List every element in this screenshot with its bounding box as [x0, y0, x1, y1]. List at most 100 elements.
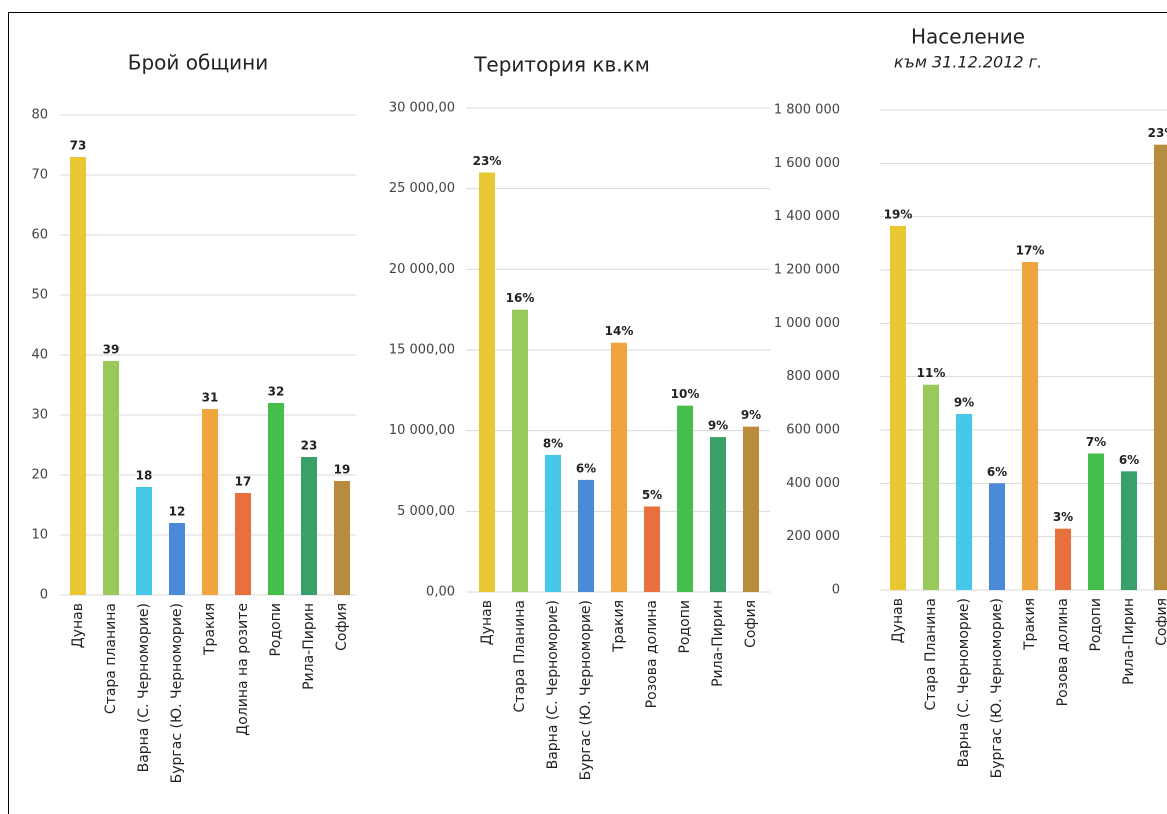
y-tick-label: 0: [40, 588, 48, 603]
y-tick-label: 400 000: [786, 476, 840, 491]
y-tick-label: 1 000 000: [774, 316, 840, 331]
y-tick-label: 25 000,00: [389, 181, 455, 196]
data-label: 8%: [543, 436, 563, 450]
y-tick-label: 30: [31, 408, 48, 423]
bar: [202, 409, 218, 595]
x-tick-label: Стара Планина: [923, 598, 939, 710]
data-label: 73: [70, 139, 87, 153]
y-tick-label: 15 000,00: [389, 343, 455, 358]
data-label: 14%: [605, 324, 634, 338]
data-label: 5%: [642, 488, 662, 502]
bar: [710, 437, 726, 592]
x-tick-label: София: [334, 603, 350, 651]
x-tick-label: Розова долина: [644, 600, 660, 708]
chart-title: Население: [911, 25, 1025, 49]
y-tick-label: 200 000: [786, 529, 840, 544]
y-tick-label: 80: [31, 108, 48, 123]
y-tick-label: 70: [31, 168, 48, 183]
x-tick-label: Варна (С. Черноморие): [545, 600, 561, 769]
x-tick-label: Варна (С. Черноморие): [136, 603, 152, 772]
data-label: 23%: [473, 154, 502, 168]
bar: [1154, 144, 1167, 590]
data-label: 6%: [987, 465, 1007, 479]
data-label: 3%: [1053, 510, 1073, 524]
data-label: 17: [235, 475, 252, 489]
x-tick-label: София: [743, 600, 759, 648]
x-tick-label: София: [1154, 598, 1167, 646]
x-tick-label: Долина на розите: [235, 603, 251, 736]
chart-subtitle: към 31.12.2012 г.: [894, 53, 1042, 72]
y-tick-label: 20: [31, 468, 48, 483]
bar: [923, 384, 939, 590]
bar: [136, 487, 152, 595]
y-tick-label: 5 000,00: [397, 504, 455, 519]
bar: [989, 483, 1005, 590]
y-tick-label: 800 000: [786, 369, 840, 384]
y-tick-label: 60: [31, 228, 48, 243]
data-label: 6%: [576, 461, 596, 475]
bar: [512, 309, 528, 592]
bar: [235, 493, 251, 595]
bar: [70, 157, 86, 595]
y-tick-label: 40: [31, 348, 48, 363]
bar: [169, 523, 185, 595]
data-label: 9%: [741, 408, 761, 422]
y-tick-label: 10 000,00: [389, 423, 455, 438]
bar: [334, 481, 350, 595]
bar: [268, 403, 284, 595]
x-tick-label: Родопи: [268, 603, 284, 657]
bar: [545, 454, 561, 592]
x-tick-label: Стара Планина: [512, 600, 528, 712]
bar: [301, 457, 317, 595]
bar: [611, 342, 627, 592]
x-tick-label: Рила-Пирин: [1121, 598, 1137, 685]
bar: [479, 172, 495, 593]
x-tick-label: Бургас (Ю. Черноморие): [578, 600, 594, 780]
x-tick-label: Дунав: [479, 600, 495, 645]
data-label: 23: [301, 439, 318, 453]
data-label: 16%: [506, 291, 535, 305]
y-tick-label: 1 400 000: [774, 209, 840, 224]
y-tick-label: 600 000: [786, 423, 840, 438]
bar: [743, 426, 759, 592]
y-tick-label: 30 000,00: [389, 101, 455, 116]
x-tick-label: Стара планина: [103, 603, 119, 714]
data-label: 23%: [1148, 126, 1167, 140]
y-tick-label: 0: [832, 583, 840, 598]
y-tick-label: 1 600 000: [774, 156, 840, 171]
data-label: 9%: [954, 396, 974, 410]
data-label: 39: [103, 343, 120, 357]
data-label: 19: [334, 463, 351, 477]
y-tick-label: 50: [31, 288, 48, 303]
x-tick-label: Варна (С. Черноморие): [956, 598, 972, 767]
data-label: 7%: [1086, 435, 1106, 449]
bar: [956, 414, 972, 590]
chart-title: Територия кв.км: [473, 53, 650, 77]
data-label: 17%: [1016, 244, 1045, 258]
data-label: 19%: [884, 208, 913, 222]
chart-title: Брой общини: [128, 51, 269, 75]
x-tick-label: Бургас (Ю. Черноморие): [169, 603, 185, 783]
bar: [890, 226, 906, 590]
y-tick-label: 1 200 000: [774, 263, 840, 278]
y-tick-label: 10: [31, 528, 48, 543]
y-tick-label: 0,00: [426, 585, 455, 600]
bar: [1055, 528, 1071, 590]
data-label: 31: [202, 391, 219, 405]
y-tick-label: 1 800 000: [774, 103, 840, 118]
x-tick-label: Розова долина: [1055, 598, 1071, 706]
x-tick-label: Родопи: [677, 600, 693, 654]
x-tick-label: Бургас (Ю. Черноморие): [989, 598, 1005, 778]
bar: [103, 361, 119, 595]
data-label: 11%: [917, 366, 946, 380]
bar: [1121, 471, 1137, 590]
x-tick-label: Тракия: [1022, 598, 1038, 651]
data-label: 9%: [708, 419, 728, 433]
x-tick-label: Дунав: [70, 603, 86, 648]
data-label: 6%: [1119, 453, 1139, 467]
y-tick-label: 20 000,00: [389, 262, 455, 277]
x-tick-label: Рила-Пирин: [710, 600, 726, 687]
x-tick-label: Тракия: [202, 603, 218, 656]
data-label: 32: [268, 385, 285, 399]
